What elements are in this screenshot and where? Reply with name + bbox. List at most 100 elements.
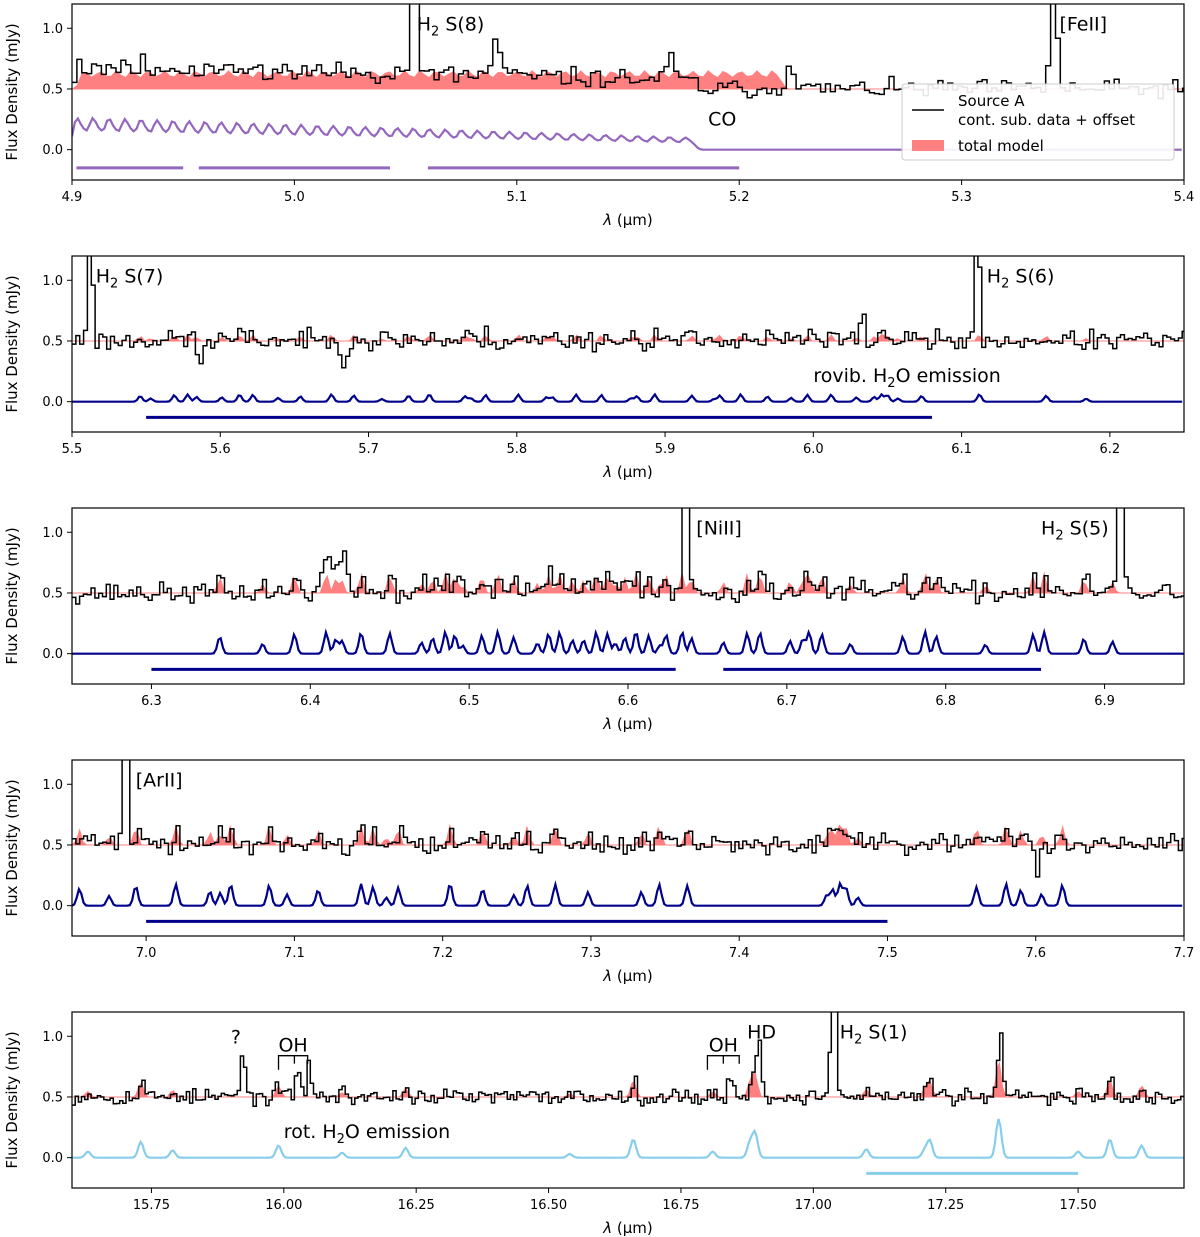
x-tick-label: 5.0: [284, 190, 305, 205]
annotation: H2 S(8): [417, 14, 485, 40]
annotation: rovib. H2O emission: [813, 365, 1000, 391]
panel-2: 5.5 5.6 5.7 5.8 5.9 6.0 6.1 6.2 0.0 0.5 1.0 λ (μm) F…: [3, 255, 1185, 481]
x-tick-label: 17.25: [927, 1198, 964, 1213]
component-model: [72, 1118, 1184, 1159]
legend-label-data: cont. sub. data + offset: [958, 111, 1135, 129]
legend-patch-swatch: [912, 140, 944, 151]
x-tick-label: 7.3: [581, 946, 602, 961]
oh-bracket: OH: [706, 1035, 740, 1070]
y-tick-label: 0.0: [42, 395, 63, 410]
x-tick-label: 7.6: [1025, 946, 1046, 961]
annotation: CO: [708, 108, 736, 130]
x-tick-label: 15.75: [133, 1198, 170, 1213]
axes-frame: [71, 3, 1185, 181]
x-tick-label: 6.2: [1100, 442, 1121, 457]
x-tick-label: 17.00: [795, 1198, 832, 1213]
bracket-label: OH: [709, 1035, 738, 1057]
x-tick-label: 6.1: [951, 442, 972, 457]
panel-3: 6.3 6.4 6.5 6.6 6.7 6.8 6.9 0.0 0.5 1.0 λ (μm) Flux…: [3, 507, 1185, 733]
panel-4: 7.0 7.1 7.2 7.3 7.4 7.5 7.6 7.7 0.0 0.5 1.0 λ (μm) F…: [3, 759, 1195, 985]
plot-area: [72, 760, 1184, 923]
data-spectrum: [72, 1012, 1184, 1107]
y-tick-label: 0.0: [42, 899, 63, 914]
x-tick-label: 6.7: [777, 694, 798, 709]
x-axis-label: λ (μm): [602, 715, 653, 733]
x-tick-label: 5.2: [729, 190, 750, 205]
x-tick-label: 5.1: [506, 190, 527, 205]
legend-label-model: total model: [958, 137, 1044, 155]
x-tick-label: 6.6: [618, 694, 639, 709]
x-tick-label: 7.1: [284, 946, 305, 961]
x-tick-label: 6.3: [141, 694, 162, 709]
annotation: [NiII]: [696, 518, 742, 540]
y-tick-label: 0.0: [42, 647, 63, 662]
total-model-fill: [72, 1061, 1184, 1097]
x-axis-label: λ (μm): [602, 211, 653, 229]
x-tick-label: 7.5: [877, 946, 898, 961]
y-axis-label: Flux Density (mJy): [3, 1031, 21, 1168]
x-tick-label: 5.7: [358, 442, 379, 457]
x-tick-label: 4.9: [62, 190, 83, 205]
y-tick-label: 1.0: [42, 274, 63, 289]
x-tick-label: 7.7: [1174, 946, 1195, 961]
y-tick-label: 1.0: [42, 778, 63, 793]
legend-label-source: Source A: [958, 92, 1025, 110]
x-tick-label: 6.9: [1094, 694, 1115, 709]
annotation: HD: [747, 1022, 776, 1044]
y-axis-label: Flux Density (mJy): [3, 275, 21, 412]
annotation: rot. H2O emission: [284, 1121, 450, 1147]
total-model-fill: [72, 571, 1184, 593]
x-tick-label: 16.75: [662, 1198, 699, 1213]
x-tick-label: 5.3: [951, 190, 972, 205]
component-model: [72, 627, 1184, 655]
data-spectrum: [72, 508, 1184, 605]
y-tick-label: 1.0: [42, 22, 63, 37]
plot-area: [72, 508, 1184, 671]
x-tick-label: 7.0: [136, 946, 157, 961]
y-tick-label: 0.5: [42, 586, 63, 601]
x-axis-label: λ (μm): [602, 1219, 653, 1237]
annotation: ?: [231, 1027, 241, 1049]
x-tick-label: 16.50: [530, 1198, 567, 1213]
x-tick-label: 16.00: [265, 1198, 302, 1213]
legend-frame: [901, 83, 1175, 161]
x-tick-label: 5.4: [1174, 190, 1195, 205]
y-tick-label: 0.0: [42, 1151, 63, 1166]
annotation: [FeII]: [1059, 14, 1107, 36]
plot-area: [72, 1012, 1184, 1175]
annotation: [ArII]: [136, 770, 183, 792]
component-model: [72, 392, 1183, 403]
y-axis-label: Flux Density (mJy): [3, 23, 21, 160]
total-model-fill: [72, 70, 1184, 89]
y-tick-label: 0.5: [42, 334, 63, 349]
x-tick-label: 5.9: [655, 442, 676, 457]
bracket-label: OH: [278, 1035, 307, 1057]
y-tick-label: 0.0: [42, 143, 63, 158]
x-tick-label: 5.5: [62, 442, 83, 457]
x-tick-label: 5.8: [506, 442, 527, 457]
panel-5: 15.75 16.00 16.25 16.50 16.75 17.00 17.25 17.50…: [3, 1011, 1185, 1237]
x-tick-label: 16.25: [398, 1198, 435, 1213]
y-tick-label: 1.0: [42, 526, 63, 541]
plot-area: [72, 256, 1184, 419]
y-tick-label: 0.5: [42, 82, 63, 97]
y-tick-label: 0.5: [42, 1090, 63, 1105]
component-model: [72, 880, 1183, 907]
annotation: H2 S(5): [1041, 518, 1109, 544]
x-tick-label: 6.5: [459, 694, 480, 709]
axes-frame: [71, 759, 1185, 937]
data-spectrum: [72, 760, 1184, 878]
x-tick-label: 6.4: [300, 694, 321, 709]
annotation: H2 S(7): [96, 266, 164, 292]
y-tick-label: 0.5: [42, 838, 63, 853]
annotation: H2 S(1): [840, 1022, 908, 1048]
panel-1: 4.9 5.0 5.1 5.2 5.3 5.4 0.0 0.5 1.0 λ (μm) Flux De…: [3, 3, 1195, 229]
y-tick-label: 1.0: [42, 1030, 63, 1045]
x-tick-label: 7.2: [432, 946, 453, 961]
x-tick-label: 17.50: [1059, 1198, 1096, 1213]
data-spectrum: [72, 256, 1184, 369]
y-axis-label: Flux Density (mJy): [3, 527, 21, 664]
annotation: H2 S(6): [987, 266, 1055, 292]
